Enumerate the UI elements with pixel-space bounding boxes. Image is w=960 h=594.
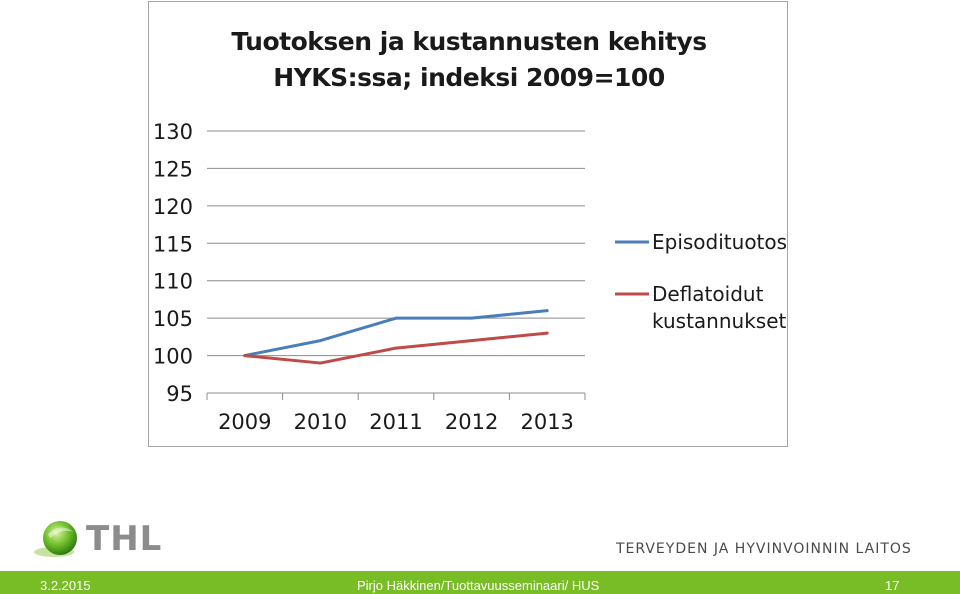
chart-frame: Tuotoksen ja kustannusten kehitys HYKS:s…	[148, 1, 788, 447]
footer-page-number: 17	[885, 578, 900, 593]
x-tick-label-2009: 2009	[218, 410, 271, 434]
series-2-point-2011	[394, 346, 398, 350]
institute-name: TERVEYDEN JA HYVINVOINNIN LAITOS	[616, 541, 912, 557]
y-tick-label-130: 130	[153, 120, 193, 144]
thl-logo-icon	[34, 521, 77, 557]
y-tick-label-125: 125	[153, 157, 193, 181]
chart-plot: 95 100 105 110 115 120 125 130 2009 2010 2011 2012 2…	[153, 120, 787, 434]
chart-title-line-1: Tuotoksen ja kustannusten kehitys	[231, 27, 707, 56]
footer-date: 3.2.2015	[40, 578, 91, 593]
legend-label-2-line-2: kustannukset	[652, 309, 786, 333]
y-tick-label-110: 110	[153, 270, 193, 294]
y-tick-label-115: 115	[153, 232, 193, 256]
series-2-point-2012	[470, 339, 474, 343]
y-tick-label-120: 120	[153, 195, 193, 219]
series-2-point-2013	[545, 331, 549, 335]
series-1-point-2013	[545, 309, 549, 313]
chart-title: Tuotoksen ja kustannusten kehitys HYKS:s…	[149, 24, 789, 96]
y-tick-label-105: 105	[153, 307, 193, 331]
logo-text: THL	[86, 519, 163, 559]
x-tick-label-2013: 2013	[520, 410, 573, 434]
x-tick-label-2010: 2010	[294, 410, 347, 434]
series-2-point-2010	[318, 361, 322, 365]
y-tick-label-95: 95	[166, 382, 193, 406]
series-1-point-2011	[394, 316, 398, 320]
chart-title-line-2: HYKS:ssa; indeksi 2009=100	[273, 63, 665, 92]
x-tick-label-2011: 2011	[369, 410, 422, 434]
legend-label-2-line-1: Deflatoidut	[652, 282, 764, 306]
series-1-point-2010	[318, 339, 322, 343]
legend-label-1: Episodituotos	[652, 230, 787, 254]
series-2-point-2009	[243, 354, 247, 358]
y-tick-label-100: 100	[153, 345, 193, 369]
footer-author: Pirjo Häkkinen/Tuottavuusseminaari/ HUS	[357, 578, 600, 593]
footer-bar	[0, 571, 960, 594]
series-1-point-2012	[470, 316, 474, 320]
x-tick-label-2012: 2012	[445, 410, 498, 434]
